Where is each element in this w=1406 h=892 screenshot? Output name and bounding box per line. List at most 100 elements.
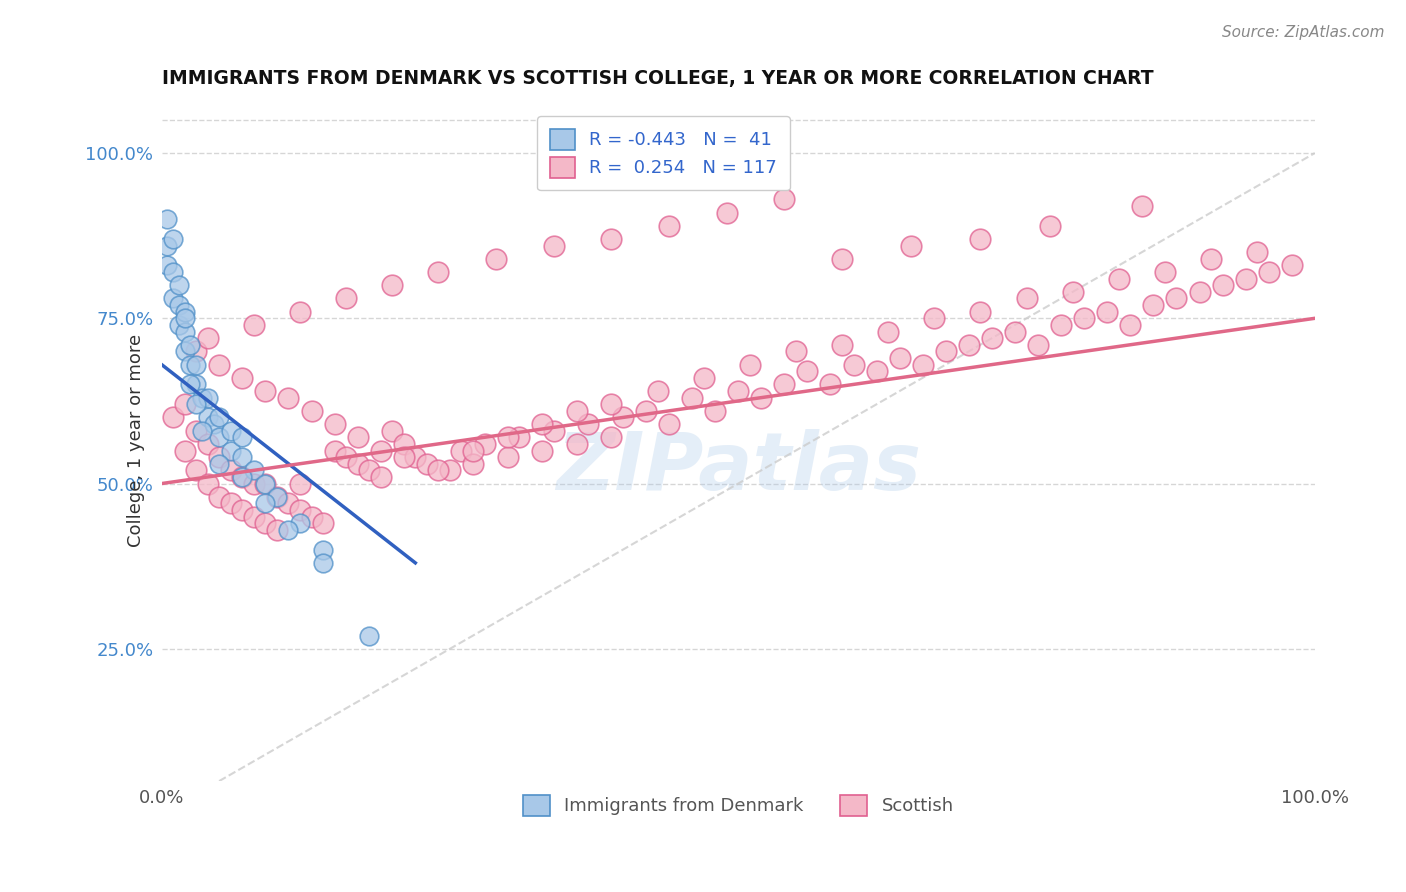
Point <box>208 430 231 444</box>
Point <box>1004 325 1026 339</box>
Point <box>197 476 219 491</box>
Point <box>173 443 195 458</box>
Point <box>1050 318 1073 332</box>
Point <box>508 430 530 444</box>
Point <box>197 437 219 451</box>
Point <box>197 391 219 405</box>
Point <box>231 503 253 517</box>
Point <box>370 470 392 484</box>
Point <box>208 358 231 372</box>
Point <box>346 457 368 471</box>
Point <box>658 417 681 431</box>
Point <box>461 457 484 471</box>
Point <box>254 516 277 531</box>
Point <box>162 232 184 246</box>
Point <box>485 252 508 266</box>
Point <box>323 417 346 431</box>
Point <box>197 410 219 425</box>
Point <box>312 542 335 557</box>
Point <box>969 304 991 318</box>
Point <box>359 463 381 477</box>
Point <box>162 410 184 425</box>
Point <box>167 318 190 332</box>
Point <box>634 404 657 418</box>
Point <box>208 457 231 471</box>
Point <box>612 410 634 425</box>
Point <box>266 490 288 504</box>
Point <box>785 344 807 359</box>
Text: Source: ZipAtlas.com: Source: ZipAtlas.com <box>1222 25 1385 40</box>
Point <box>1199 252 1222 266</box>
Point <box>820 377 842 392</box>
Point <box>370 443 392 458</box>
Point <box>1119 318 1142 332</box>
Point <box>565 404 588 418</box>
Point <box>496 450 519 464</box>
Point <box>208 410 231 425</box>
Point <box>254 476 277 491</box>
Point <box>1026 337 1049 351</box>
Point <box>173 311 195 326</box>
Point <box>381 424 404 438</box>
Point <box>1130 199 1153 213</box>
Point <box>231 470 253 484</box>
Point <box>335 450 357 464</box>
Point <box>156 259 179 273</box>
Point <box>219 443 242 458</box>
Point <box>576 417 599 431</box>
Point <box>1234 271 1257 285</box>
Point <box>167 298 190 312</box>
Point <box>749 391 772 405</box>
Point <box>1142 298 1164 312</box>
Point <box>335 292 357 306</box>
Point <box>266 490 288 504</box>
Point <box>186 397 208 411</box>
Point <box>1108 271 1130 285</box>
Point <box>254 496 277 510</box>
Point <box>173 397 195 411</box>
Point <box>231 430 253 444</box>
Point <box>704 404 727 418</box>
Point <box>156 238 179 252</box>
Point <box>173 325 195 339</box>
Point <box>727 384 749 398</box>
Point <box>266 523 288 537</box>
Point <box>957 337 980 351</box>
Point <box>865 364 887 378</box>
Point <box>323 443 346 458</box>
Point <box>716 205 738 219</box>
Point <box>877 325 900 339</box>
Point <box>173 344 195 359</box>
Point <box>738 358 761 372</box>
Point <box>197 331 219 345</box>
Point <box>681 391 703 405</box>
Point <box>346 430 368 444</box>
Point <box>1039 219 1062 233</box>
Point <box>911 358 934 372</box>
Legend: Immigrants from Denmark, Scottish: Immigrants from Denmark, Scottish <box>516 788 960 823</box>
Point <box>186 344 208 359</box>
Point <box>796 364 818 378</box>
Point <box>935 344 957 359</box>
Point <box>461 443 484 458</box>
Point <box>773 192 796 206</box>
Point <box>167 278 190 293</box>
Point <box>842 358 865 372</box>
Point <box>600 397 623 411</box>
Point <box>243 318 266 332</box>
Point <box>692 371 714 385</box>
Point <box>1062 285 1084 299</box>
Point <box>600 430 623 444</box>
Point <box>1212 278 1234 293</box>
Point <box>231 450 253 464</box>
Point <box>1188 285 1211 299</box>
Point <box>647 384 669 398</box>
Point <box>381 278 404 293</box>
Point <box>312 516 335 531</box>
Point <box>186 377 208 392</box>
Point <box>231 470 253 484</box>
Point <box>254 476 277 491</box>
Point <box>543 424 565 438</box>
Text: ZIPatlas: ZIPatlas <box>555 429 921 507</box>
Text: IMMIGRANTS FROM DENMARK VS SCOTTISH COLLEGE, 1 YEAR OR MORE CORRELATION CHART: IMMIGRANTS FROM DENMARK VS SCOTTISH COLL… <box>162 69 1153 87</box>
